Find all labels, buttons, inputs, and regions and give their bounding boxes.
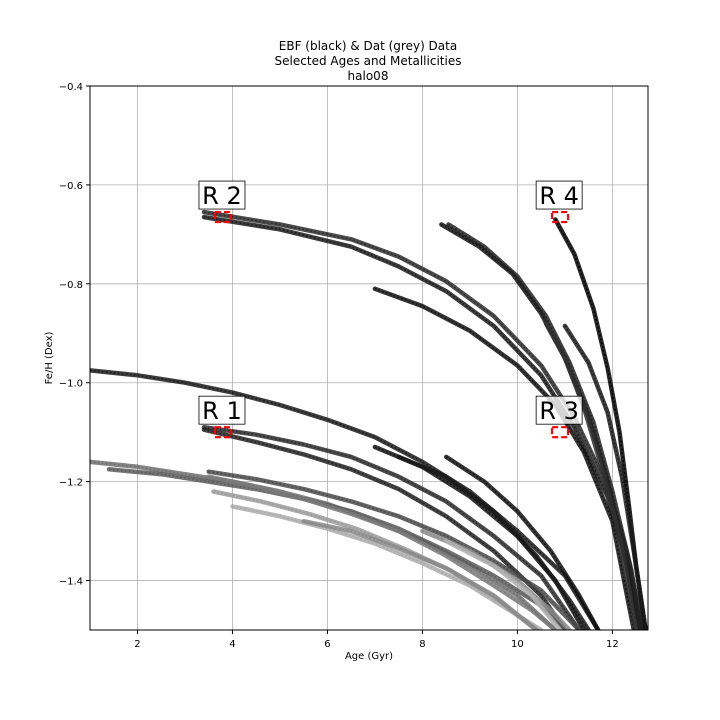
- axis-ticks-layer: 2 4 6 8 10 12 −1.4 −1.2 −1.0 −0.8 −0.6 −0.4: [59, 82, 619, 650]
- region-label-box-4: [535, 180, 583, 210]
- series-points-8: [90, 369, 599, 630]
- series-points-22: [445, 540, 561, 630]
- series-points-17: [208, 475, 556, 630]
- series-points-20: [303, 520, 537, 630]
- y-tick-label-4: −0.6: [59, 181, 83, 192]
- chart-title-line-2: Selected Ages and Metallicities: [275, 54, 462, 68]
- region-label-2: R 2: [202, 182, 242, 210]
- region-label-4: R 4: [539, 182, 579, 210]
- region-box-3: [551, 426, 570, 439]
- series-points-6: [564, 325, 647, 630]
- region-label-1: R 1: [202, 397, 242, 425]
- x-tick-label-2: 6: [324, 639, 330, 650]
- series-points-21: [422, 530, 571, 630]
- y-tick-label-1: −1.2: [59, 478, 83, 489]
- series-points-12: [398, 456, 590, 630]
- chart-title-line-1: EBF (black) & Dat (grey) Data: [279, 39, 457, 53]
- x-axis-label: Age (Gyr): [345, 651, 393, 662]
- series-points-13: [445, 456, 599, 630]
- series-points-19: [232, 505, 542, 630]
- region-label-box-1: [198, 395, 246, 425]
- series-points-0: [203, 211, 645, 630]
- region-box-2: [213, 210, 233, 224]
- region-label-box-2: [198, 180, 246, 210]
- x-tick-label-0: 2: [134, 639, 140, 650]
- region-label-3: R 3: [539, 397, 579, 425]
- region-markers-layer: R 1 R 2 R 3 R 4: [198, 180, 583, 439]
- x-tick-label-3: 8: [419, 639, 425, 650]
- chart-title-line-3: halo08: [348, 69, 389, 83]
- x-tick-label-5: 12: [606, 639, 619, 650]
- region-label-box-3: [535, 395, 583, 425]
- y-tick-label-2: −1.0: [59, 379, 83, 390]
- series-points-15: [108, 468, 566, 630]
- series-points-4: [448, 223, 642, 630]
- data-series-layer: [90, 209, 648, 630]
- y-axis-label: Fe/H (Dex): [44, 331, 55, 384]
- series-points-18: [213, 490, 537, 630]
- y-tick-label-3: −0.8: [59, 280, 83, 291]
- series-points-9: [203, 426, 580, 630]
- plot-frame: [89, 85, 649, 631]
- y-tick-label-5: −0.4: [59, 82, 83, 93]
- region-box-1: [213, 426, 233, 439]
- x-tick-label-4: 10: [511, 639, 524, 650]
- series-points-16: [208, 470, 580, 630]
- series-points-7: [545, 323, 637, 630]
- y-tick-label-0: −1.4: [59, 577, 83, 588]
- region-box-4: [551, 210, 570, 224]
- series-track-2: [372, 286, 637, 630]
- x-tick-label-1: 4: [229, 639, 235, 650]
